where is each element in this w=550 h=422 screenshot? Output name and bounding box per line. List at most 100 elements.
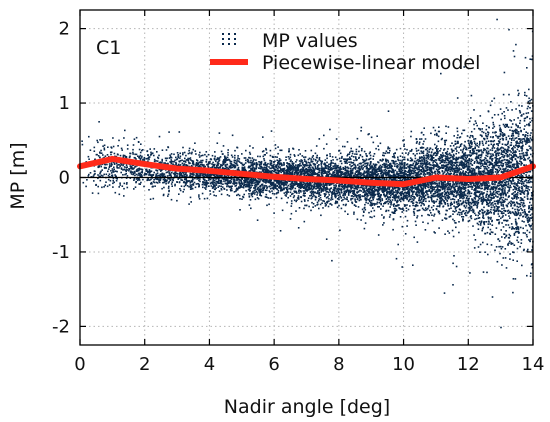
mp-value-point <box>410 194 413 197</box>
mp-value-point <box>155 160 157 162</box>
mp-value-point <box>503 125 506 127</box>
mp-value-point <box>507 212 510 214</box>
mp-value-point <box>520 175 523 178</box>
mp-value-point <box>531 213 533 215</box>
mp-value-point <box>318 193 320 196</box>
mp-value-point <box>387 110 390 112</box>
mp-value-point <box>505 224 507 226</box>
mp-value-point <box>486 161 489 163</box>
mp-value-point <box>529 159 532 162</box>
mp-value-point <box>88 135 90 138</box>
mp-value-point <box>411 158 413 161</box>
mp-value-point <box>451 192 453 194</box>
mp-value-point <box>414 157 417 160</box>
mp-value-point <box>464 146 467 148</box>
mp-value-point <box>516 227 518 230</box>
mp-value-point <box>365 162 367 165</box>
mp-value-point <box>201 192 204 195</box>
mp-value-point <box>436 193 439 196</box>
mp-value-point <box>251 184 254 187</box>
mp-value-point <box>522 152 525 154</box>
mp-value-point <box>328 188 331 191</box>
mp-value-point <box>516 226 519 228</box>
mp-value-point <box>356 185 358 187</box>
mp-value-point <box>482 131 485 134</box>
mp-value-point <box>475 159 478 161</box>
mp-value-point <box>420 204 422 207</box>
mp-value-point <box>209 162 211 165</box>
mp-value-point <box>455 152 457 155</box>
mp-value-point <box>354 164 357 167</box>
mp-value-point <box>380 169 382 172</box>
mp-value-point <box>228 180 231 182</box>
mp-value-point <box>405 170 407 173</box>
mp-value-point <box>504 210 507 212</box>
mp-value-point <box>359 186 362 189</box>
mp-value-point <box>254 184 256 187</box>
mp-value-point <box>269 183 272 186</box>
mp-value-point <box>353 187 355 190</box>
mp-value-point <box>362 161 364 164</box>
mp-value-point <box>366 173 368 176</box>
mp-value-point <box>231 134 234 137</box>
mp-value-point <box>495 157 497 159</box>
mp-value-point <box>96 153 98 156</box>
mp-value-point <box>437 148 439 150</box>
mp-value-point <box>191 151 193 154</box>
mp-value-point <box>483 149 486 151</box>
mp-value-point <box>504 257 507 259</box>
mp-value-point <box>441 192 444 194</box>
mp-value-point <box>397 188 399 191</box>
mp-value-point <box>477 156 480 158</box>
mp-value-point <box>169 179 171 181</box>
mp-value-point <box>396 192 398 195</box>
mp-value-point <box>347 191 350 194</box>
mp-value-point <box>294 187 297 190</box>
mp-value-point <box>519 226 522 229</box>
mp-value-point <box>528 97 530 100</box>
mp-value-point <box>276 167 279 170</box>
mp-value-point <box>137 169 140 172</box>
mp-value-point <box>500 204 503 207</box>
mp-value-point <box>213 182 215 184</box>
mp-value-point <box>209 190 211 192</box>
mp-value-point <box>370 199 373 202</box>
mp-value-point <box>164 162 166 164</box>
mp-value-point <box>344 210 346 213</box>
mp-value-point <box>148 174 150 176</box>
mp-value-point <box>505 181 507 184</box>
mp-value-point <box>329 155 331 157</box>
mp-value-point <box>262 150 265 152</box>
mp-value-point <box>140 157 143 159</box>
mp-value-point <box>202 175 204 178</box>
mp-value-point <box>482 183 484 185</box>
mp-value-point <box>462 148 464 151</box>
mp-value-point <box>463 191 466 194</box>
mp-value-point <box>384 165 387 168</box>
mp-value-point <box>523 158 526 160</box>
mp-value-point <box>285 169 288 171</box>
mp-value-point <box>479 185 481 187</box>
mp-value-point <box>450 161 453 163</box>
mp-value-point <box>402 187 404 190</box>
mp-value-point <box>450 198 452 201</box>
mp-value-point <box>386 159 388 161</box>
mp-value-point <box>455 222 457 224</box>
mp-value-point <box>161 187 163 190</box>
mp-value-point <box>275 179 277 182</box>
mp-value-point <box>477 172 480 174</box>
mp-value-point <box>406 225 408 227</box>
mp-value-point <box>154 185 156 187</box>
mp-value-point <box>122 164 124 167</box>
mp-value-point <box>495 191 497 194</box>
mp-value-point <box>477 168 480 170</box>
mp-value-point <box>507 244 509 246</box>
mp-value-point <box>530 98 533 101</box>
mp-value-point <box>517 189 519 192</box>
mp-value-point <box>355 205 357 207</box>
mp-value-point <box>346 186 348 188</box>
mp-value-point <box>291 181 294 184</box>
mp-value-point <box>387 203 390 205</box>
mp-value-point <box>502 93 505 96</box>
mp-value-point <box>509 253 511 255</box>
